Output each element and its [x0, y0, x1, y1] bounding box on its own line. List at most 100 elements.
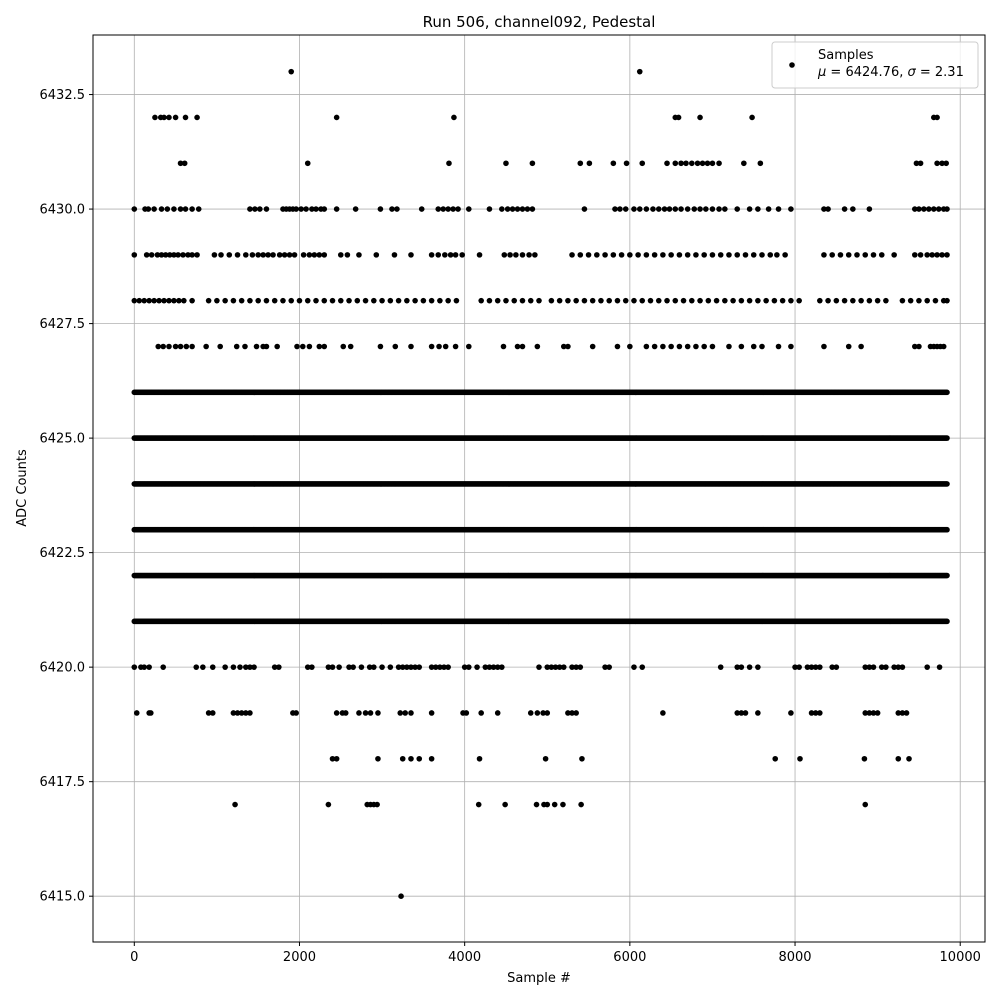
data-point	[503, 297, 509, 304]
data-point	[631, 297, 637, 304]
data-point	[610, 160, 617, 167]
data-point	[171, 206, 177, 212]
data-point	[507, 252, 513, 258]
data-point	[185, 252, 191, 258]
data-point	[527, 297, 534, 304]
data-point	[211, 252, 218, 258]
data-point	[440, 206, 446, 212]
data-point	[664, 160, 670, 167]
data-point	[694, 160, 701, 167]
data-point	[455, 206, 461, 212]
data-point	[899, 297, 906, 304]
data-point	[911, 206, 918, 212]
data-point	[486, 297, 493, 304]
data-point	[614, 343, 621, 350]
data-point	[177, 160, 184, 167]
data-point	[313, 206, 319, 212]
data-point	[242, 252, 249, 258]
data-point	[565, 343, 571, 350]
data-point	[166, 297, 172, 304]
data-point	[222, 297, 228, 304]
data-point	[442, 252, 448, 258]
data-point	[291, 252, 298, 258]
data-point	[676, 252, 683, 258]
data-point	[189, 297, 195, 304]
data-point	[594, 252, 600, 258]
data-point	[850, 206, 856, 212]
data-point	[181, 297, 187, 304]
data-point	[346, 297, 352, 304]
data-point	[499, 206, 505, 212]
data-point	[182, 114, 189, 121]
data-point	[166, 114, 172, 121]
data-point	[166, 343, 172, 350]
data-point	[354, 297, 361, 304]
data-point	[749, 114, 755, 121]
data-point	[442, 343, 449, 350]
data-point	[519, 252, 526, 258]
data-point	[478, 297, 484, 304]
data-point	[436, 343, 442, 350]
data-point	[214, 297, 220, 304]
data-point	[788, 297, 794, 304]
data-point	[821, 343, 827, 350]
data-point	[775, 343, 782, 350]
data-point	[684, 206, 691, 212]
data-point	[263, 343, 270, 350]
data-point	[175, 252, 181, 258]
data-point	[296, 297, 303, 304]
data-point	[171, 297, 177, 304]
data-point	[412, 297, 418, 304]
data-point	[293, 206, 299, 212]
data-point	[870, 252, 877, 258]
data-point	[519, 343, 526, 350]
data-point	[699, 160, 706, 167]
data-point	[447, 252, 454, 258]
data-point	[356, 252, 362, 258]
data-point	[280, 297, 286, 304]
data-point	[337, 252, 344, 258]
data-point	[143, 252, 150, 258]
data-point	[445, 206, 451, 212]
data-point	[726, 252, 732, 258]
data-point	[825, 206, 831, 212]
data-point	[435, 252, 442, 258]
data-point	[408, 252, 414, 258]
data-point	[529, 160, 536, 167]
data-point	[288, 68, 295, 75]
data-point	[709, 206, 716, 212]
data-point	[352, 206, 359, 212]
data-point	[151, 297, 157, 304]
data-point	[598, 297, 604, 304]
data-point	[668, 252, 674, 258]
data-point	[636, 68, 643, 75]
data-point	[660, 252, 666, 258]
data-point	[691, 206, 698, 212]
data-point	[651, 343, 658, 350]
data-point	[233, 343, 240, 350]
data-point	[476, 252, 483, 258]
data-point	[668, 343, 674, 350]
data-points	[131, 68, 950, 899]
data-point	[445, 297, 451, 304]
data-point	[631, 206, 637, 212]
data-point	[684, 252, 691, 258]
data-point	[771, 297, 778, 304]
data-point	[511, 297, 518, 304]
data-point	[612, 206, 618, 212]
data-point	[189, 343, 195, 350]
data-point	[446, 160, 452, 167]
data-point	[738, 297, 745, 304]
data-point	[501, 252, 508, 258]
data-point	[182, 206, 189, 212]
data-point	[344, 252, 351, 258]
data-point	[158, 252, 165, 258]
data-point	[294, 343, 300, 350]
data-point	[435, 206, 442, 212]
data-point	[450, 206, 456, 212]
data-point	[924, 252, 930, 258]
data-point	[742, 252, 749, 258]
data-point	[161, 114, 167, 121]
data-point	[944, 435, 950, 441]
